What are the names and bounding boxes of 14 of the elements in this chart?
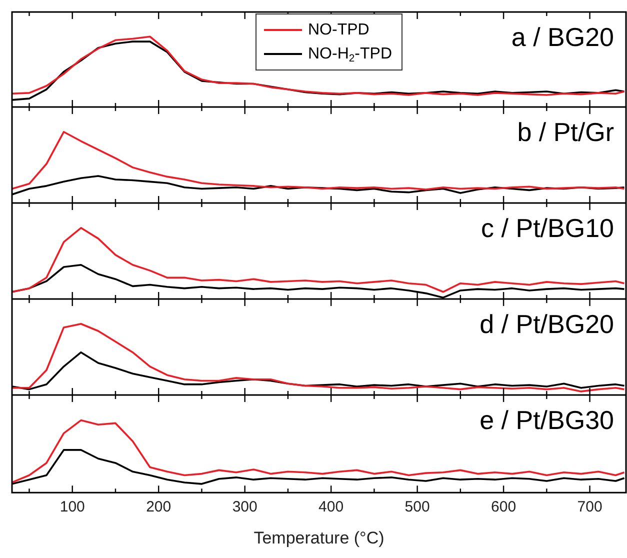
annotation: a / BG20 — [511, 22, 614, 52]
x-tick-label: 500 — [404, 498, 430, 516]
legend-label: NO-TPD — [308, 21, 370, 38]
x-tick-label: 200 — [146, 498, 172, 516]
x-tick-label: 100 — [60, 498, 85, 516]
annotation: e / Pt/BG30 — [480, 405, 614, 435]
x-tick-label: 300 — [232, 498, 258, 516]
x-tick-label: 600 — [491, 498, 516, 516]
x-tick-label: 400 — [318, 498, 344, 516]
x-tick-label: 700 — [577, 498, 602, 516]
annotation: c / Pt/BG10 — [481, 213, 614, 243]
annotation: b / Pt/Gr — [517, 117, 614, 147]
x-axis-title: Temperature (°C) — [254, 528, 384, 548]
annotation: d / Pt/BG20 — [480, 309, 614, 339]
